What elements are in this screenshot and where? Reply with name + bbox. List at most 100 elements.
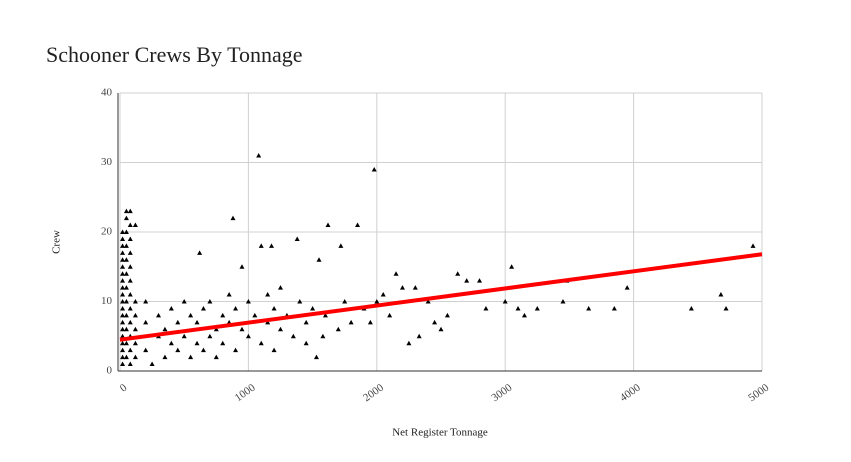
data-point xyxy=(265,319,271,325)
data-point xyxy=(233,305,239,311)
data-point xyxy=(120,243,126,248)
data-point xyxy=(310,305,316,311)
data-point xyxy=(132,299,138,304)
data-point xyxy=(162,326,168,332)
data-point xyxy=(123,326,129,332)
data-point xyxy=(269,243,275,248)
data-point xyxy=(723,305,729,311)
data-point xyxy=(718,292,724,297)
data-point xyxy=(412,285,418,290)
data-point xyxy=(120,278,126,283)
data-point xyxy=(342,299,348,304)
data-point xyxy=(123,312,129,318)
data-point xyxy=(123,354,129,360)
data-point xyxy=(380,292,386,297)
data-point xyxy=(120,319,126,325)
data-point xyxy=(127,361,133,367)
data-point xyxy=(348,319,354,325)
data-point xyxy=(371,166,377,172)
data-point xyxy=(149,361,155,367)
x-tick-label: 5000 xyxy=(746,381,771,404)
x-tick-label: 4000 xyxy=(618,381,643,404)
data-point xyxy=(245,299,251,304)
data-point xyxy=(230,215,236,221)
x-tick-label: 0 xyxy=(118,381,130,394)
data-point xyxy=(181,333,187,339)
data-point xyxy=(258,243,264,248)
data-point xyxy=(127,208,133,214)
data-point xyxy=(120,312,126,318)
data-point xyxy=(688,305,694,311)
data-point xyxy=(168,305,174,311)
data-point xyxy=(120,292,126,297)
data-point xyxy=(120,285,126,290)
data-point xyxy=(239,264,245,269)
data-point xyxy=(120,305,126,311)
y-tick-label: 0 xyxy=(107,365,113,377)
data-point xyxy=(278,285,283,290)
data-point xyxy=(586,305,592,311)
data-point xyxy=(188,312,194,318)
data-point xyxy=(239,326,245,332)
data-point xyxy=(123,285,129,290)
data-point xyxy=(226,292,232,297)
data-point xyxy=(120,347,126,353)
data-point xyxy=(271,305,277,311)
data-point xyxy=(123,229,129,234)
data-point xyxy=(123,271,129,276)
data-point xyxy=(120,354,126,360)
data-point xyxy=(438,326,444,332)
data-point xyxy=(750,243,756,248)
data-point xyxy=(399,285,405,290)
data-point xyxy=(120,236,126,241)
data-point xyxy=(168,340,174,346)
data-point xyxy=(143,299,149,304)
data-point xyxy=(120,229,126,234)
data-point xyxy=(120,250,126,255)
data-point xyxy=(120,333,126,339)
data-point xyxy=(252,312,258,318)
y-tick-label: 40 xyxy=(101,87,113,99)
data-point xyxy=(233,347,239,353)
data-point xyxy=(132,222,138,228)
data-point xyxy=(127,305,133,311)
data-point xyxy=(322,312,328,318)
data-point xyxy=(258,340,264,346)
data-point xyxy=(207,299,213,304)
data-point xyxy=(374,299,380,304)
data-point xyxy=(127,250,133,255)
data-point xyxy=(297,299,303,304)
data-point xyxy=(132,326,138,332)
data-point xyxy=(560,299,566,304)
data-point xyxy=(175,319,181,325)
data-point xyxy=(127,319,133,325)
data-point xyxy=(188,354,194,360)
data-point xyxy=(123,340,129,346)
data-point xyxy=(290,333,296,339)
data-point xyxy=(624,285,630,290)
data-point xyxy=(416,333,422,339)
data-point xyxy=(162,354,168,360)
data-point xyxy=(123,243,129,248)
data-point xyxy=(335,326,341,332)
data-point xyxy=(120,299,126,304)
y-tick-label: 10 xyxy=(101,295,113,307)
y-tick-label: 20 xyxy=(101,226,113,238)
data-point xyxy=(200,305,206,311)
data-point xyxy=(303,319,309,325)
data-point xyxy=(477,278,483,283)
data-point xyxy=(393,271,399,276)
data-point xyxy=(132,340,138,346)
data-point xyxy=(444,312,450,318)
data-point xyxy=(483,305,489,311)
data-point xyxy=(220,312,226,318)
data-point xyxy=(387,312,393,318)
data-point xyxy=(213,354,219,360)
data-point xyxy=(509,264,515,269)
x-axis-label: Net Register Tonnage xyxy=(392,427,488,439)
chart-title: Schooner Crews By Tonnage xyxy=(46,42,303,67)
data-point xyxy=(123,215,129,221)
x-tick-label: 2000 xyxy=(361,381,386,404)
data-point xyxy=(127,264,133,269)
